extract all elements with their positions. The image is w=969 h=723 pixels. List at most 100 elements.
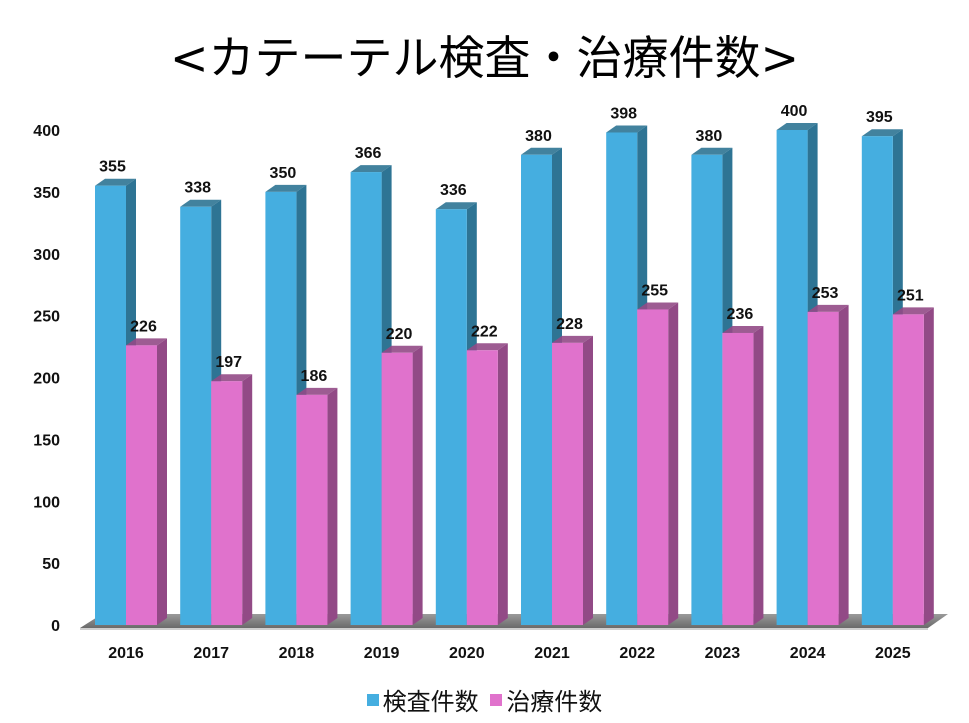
- bar-treatment-2017: [211, 374, 253, 625]
- bar-top: [435, 202, 477, 210]
- data-label: 380: [696, 128, 723, 145]
- bar-top: [691, 147, 733, 155]
- data-label: 222: [471, 323, 498, 340]
- x-tick-label: 2022: [619, 645, 655, 662]
- legend: 検査件数 治療件数: [0, 682, 969, 717]
- bar-front: [552, 342, 583, 625]
- bar-front: [807, 311, 839, 625]
- x-tick-label: 2024: [790, 645, 826, 662]
- bar-top: [637, 302, 679, 310]
- bar-front: [211, 381, 243, 625]
- bar-side: [583, 335, 593, 625]
- bar-top: [381, 345, 423, 353]
- bar-top: [211, 374, 253, 382]
- bar-side: [327, 387, 338, 625]
- legend-item-treatment: 治療件数: [490, 682, 602, 717]
- bar-top: [552, 335, 593, 343]
- data-label: 255: [641, 282, 668, 299]
- bar-side: [753, 325, 764, 625]
- x-tick-label: 2023: [705, 645, 741, 662]
- bar-front: [180, 206, 212, 625]
- y-tick-label: 50: [42, 556, 60, 573]
- y-tick-label: 200: [33, 371, 60, 388]
- bar-front: [296, 394, 328, 625]
- bar-front: [722, 332, 754, 625]
- bar-front: [521, 154, 552, 625]
- bar-front: [435, 209, 467, 625]
- data-label: 366: [355, 145, 382, 162]
- x-tick-label: 2017: [193, 645, 229, 662]
- bar-front: [861, 136, 893, 625]
- data-label: 350: [270, 165, 297, 182]
- data-label: 186: [301, 368, 328, 385]
- bar-front: [691, 154, 723, 625]
- bar-side: [838, 304, 849, 625]
- bar-front: [606, 132, 638, 625]
- y-tick-label: 250: [33, 309, 60, 326]
- x-tick-label: 2016: [108, 645, 144, 662]
- y-tick-label: 350: [33, 185, 60, 202]
- bar-top: [350, 165, 392, 173]
- bar-front: [892, 314, 924, 625]
- bar-treatment-2021: [552, 335, 593, 625]
- data-label: 251: [897, 287, 924, 304]
- bar-side: [412, 345, 423, 625]
- bar-top: [722, 325, 764, 333]
- y-tick-label: 0: [51, 618, 60, 635]
- bar-treatment-2020: [466, 343, 508, 625]
- y-tick-label: 400: [33, 123, 60, 140]
- bar-treatment-2022: [637, 302, 679, 625]
- legend-item-inspection: 検査件数: [366, 682, 479, 717]
- bar-treatment-2023: [722, 325, 764, 625]
- bar-chart: 0 50 100 150 200 250 300 350 400 355 226 338 197 350…: [33, 103, 948, 662]
- bar-top: [296, 387, 338, 395]
- bar-front: [637, 309, 669, 625]
- bar-top: [892, 307, 934, 315]
- bar-top: [861, 129, 903, 137]
- data-label: 355: [99, 159, 126, 176]
- y-tick-label: 300: [33, 247, 60, 264]
- y-tick-label: 100: [33, 494, 60, 511]
- bar-top: [807, 304, 849, 312]
- bar-side: [242, 374, 253, 625]
- bar-top: [776, 123, 818, 130]
- data-label: 228: [556, 316, 583, 333]
- bar-top: [126, 338, 167, 346]
- chart-title: <カテーテル検査・治療件数>: [169, 31, 800, 85]
- y-tick-label: 150: [33, 432, 60, 449]
- bar-side: [923, 307, 934, 625]
- x-tick-label: 2020: [449, 645, 485, 662]
- data-label: 398: [610, 105, 637, 122]
- bar-treatment-2016: [126, 338, 167, 625]
- chart-floor-edge: [80, 628, 928, 630]
- bar-top: [466, 343, 508, 351]
- data-label: 253: [812, 285, 839, 302]
- bar-treatment-2018: [296, 387, 338, 625]
- bar-treatment-2024: [807, 304, 849, 625]
- bar-side: [157, 338, 167, 625]
- data-label: 220: [386, 326, 413, 343]
- bar-top: [95, 178, 136, 186]
- bar-top: [521, 147, 562, 155]
- data-label: 226: [130, 318, 157, 335]
- data-label: 380: [525, 128, 552, 145]
- x-tick-label: 2018: [279, 645, 315, 662]
- legend-swatch-treatment: [490, 693, 503, 706]
- bar-treatment-2019: [381, 345, 423, 625]
- legend-swatch-inspection: [366, 693, 379, 706]
- bar-treatment-2025: [892, 307, 934, 625]
- x-tick-label: 2019: [364, 645, 400, 662]
- bar-front: [350, 172, 382, 625]
- bar-top: [265, 184, 307, 192]
- bar-front: [381, 352, 413, 625]
- bar-front: [126, 345, 157, 625]
- bar-front: [776, 130, 808, 625]
- legend-label-treatment: 治療件数: [506, 688, 603, 716]
- bar-front: [265, 191, 297, 625]
- data-label: 236: [727, 306, 754, 323]
- bar-side: [497, 343, 508, 625]
- data-label: 395: [866, 109, 893, 126]
- data-label: 338: [184, 180, 211, 197]
- data-label: 197: [215, 354, 242, 371]
- data-label: 400: [781, 103, 808, 120]
